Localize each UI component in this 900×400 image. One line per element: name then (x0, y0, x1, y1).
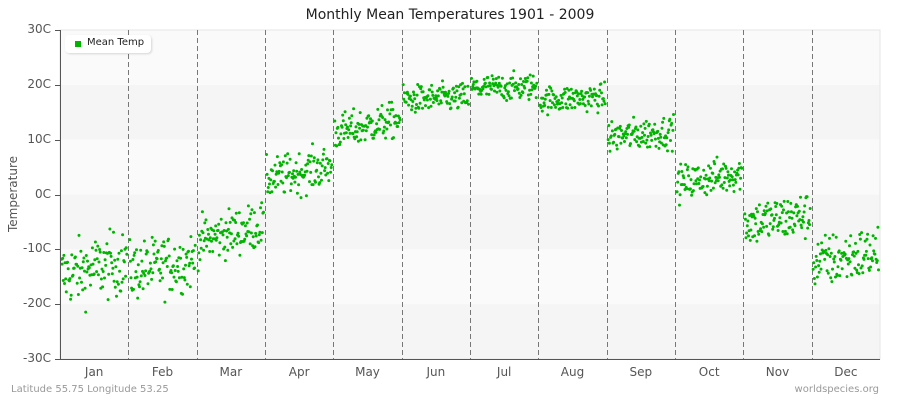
location-caption: Latitude 55.75 Longitude 53.25 (11, 384, 169, 395)
x-tick-label: Dec (834, 365, 858, 379)
x-tick-label: Oct (698, 365, 720, 379)
y-tick-label: 20C (27, 76, 51, 91)
y-tick-label: 0C (34, 186, 51, 201)
y-tick-label: -10C (23, 241, 51, 256)
x-tick-label: Jun (426, 365, 446, 379)
legend-label: Mean Temp (87, 37, 145, 48)
y-tick-label: 30C (27, 22, 51, 36)
x-tick-label: Jul (496, 365, 512, 379)
x-tick-label: Nov (765, 365, 790, 379)
x-tick-label: Sep (629, 365, 653, 379)
legend[interactable]: Mean Temp (65, 35, 151, 53)
x-tick-label: Apr (288, 365, 310, 379)
x-tick-label: Aug (560, 365, 585, 379)
y-tick-label: -20C (23, 296, 51, 311)
x-tick-label: Feb (151, 365, 174, 379)
x-tick-label: Jan (84, 365, 104, 379)
month-dividers (128, 30, 813, 359)
chart-title: Monthly Mean Temperatures 1901 - 2009 (305, 7, 595, 23)
x-tick-label: Mar (219, 365, 243, 379)
data-points (60, 69, 880, 314)
x-tick-label: May (355, 365, 380, 379)
axes (55, 30, 880, 360)
y-tick-label: 10C (27, 131, 51, 146)
source-credit: worldspecies.org (794, 384, 879, 395)
legend-swatch-icon (75, 41, 81, 47)
y-tick-label: -30C (23, 351, 51, 365)
